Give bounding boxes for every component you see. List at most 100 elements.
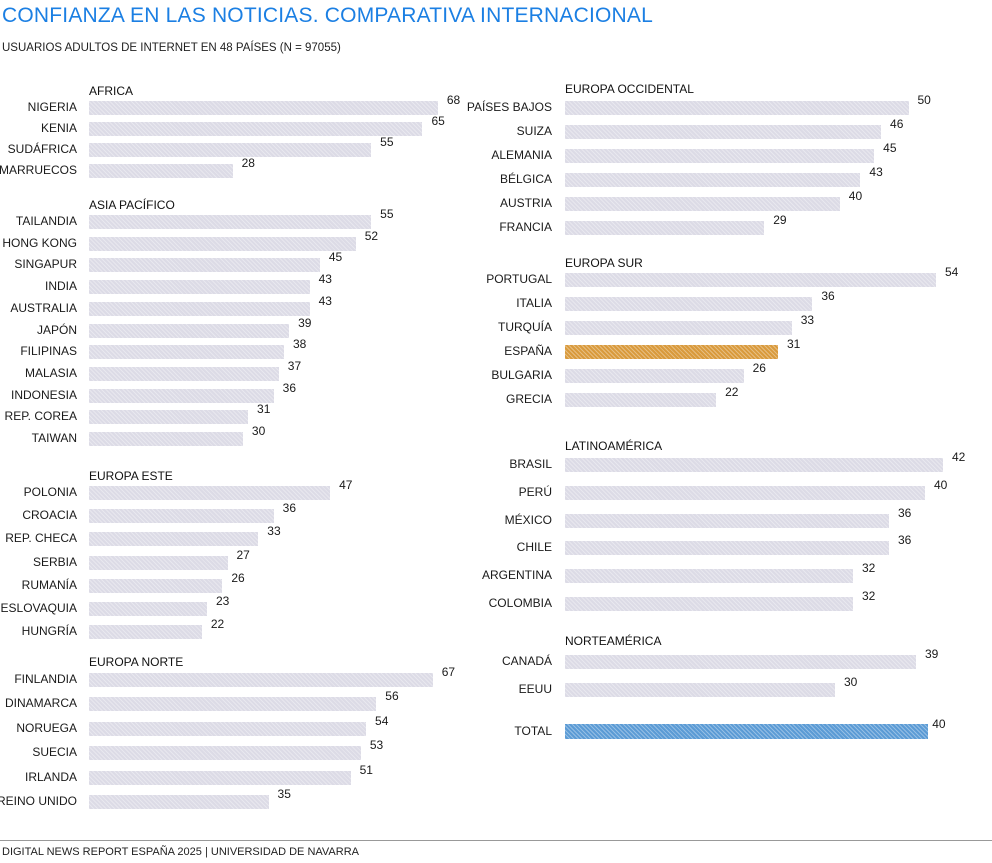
category-label: COLOMBIA (488, 596, 552, 610)
bar (565, 597, 853, 611)
category-label: KENIA (40, 121, 77, 135)
bar (565, 724, 929, 739)
group-header: EUROPA OCCIDENTAL (565, 82, 694, 96)
bar (89, 432, 243, 446)
bar (89, 215, 372, 229)
value-label: 35 (277, 787, 291, 801)
value-label: 26 (752, 361, 766, 375)
bar (89, 366, 279, 381)
chart-title: CONFIANZA EN LAS NOTICIAS. COMPARATIVA I… (2, 4, 654, 27)
bar (89, 388, 274, 403)
value-label: 40 (934, 477, 948, 492)
bar (565, 101, 909, 115)
category-label: FINLANDIA (14, 672, 77, 686)
bar (89, 101, 438, 115)
value-label: 37 (287, 358, 302, 373)
value-label: 22 (210, 617, 225, 632)
value-label: 65 (431, 114, 445, 128)
value-label: 45 (883, 141, 897, 155)
category-label: AUSTRALIA (10, 300, 77, 315)
bar (89, 280, 310, 295)
value-label: 30 (844, 675, 858, 689)
category-label: TAILANDIA (15, 214, 77, 228)
footer-divider (0, 840, 992, 841)
group-header: NORTEAMÉRICA (565, 634, 662, 648)
value-label: 43 (869, 165, 883, 179)
value-label: 55 (380, 207, 394, 221)
bar (565, 369, 744, 383)
group-header: EUROPA SUR (565, 256, 643, 270)
value-label: 29 (773, 213, 787, 227)
bar (565, 541, 889, 556)
category-label: PORTUGAL (486, 272, 552, 286)
category-label: CHILE (516, 540, 552, 555)
bar (89, 602, 207, 616)
category-label: PERÚ (518, 484, 552, 499)
value-label: 55 (380, 135, 394, 149)
category-label: FRANCIA (499, 220, 552, 234)
value-label: 43 (318, 293, 332, 308)
category-label: ESLOVAQUIA (0, 601, 77, 615)
bar (565, 683, 835, 697)
category-label: BÉLGICA (499, 172, 552, 186)
bar (89, 770, 351, 785)
value-label: 23 (215, 594, 230, 608)
category-label: TURQUÍA (498, 320, 552, 334)
bar (565, 485, 925, 500)
category-label: ARGENTINA (481, 568, 552, 583)
category-label: SINGAPUR (14, 257, 77, 272)
category-label: SUIZA (516, 124, 552, 138)
value-label: 36 (898, 505, 912, 520)
value-label: 31 (786, 337, 801, 351)
value-label: 31 (257, 402, 271, 417)
value-label: 33 (267, 524, 281, 539)
category-label: REINO UNIDO (0, 794, 77, 808)
value-label: 36 (282, 501, 297, 516)
bar (89, 143, 372, 157)
value-label: 40 (932, 717, 946, 731)
category-label: TAIWAN (31, 431, 77, 445)
bar (565, 297, 813, 311)
category-label: NORUEGA (16, 720, 77, 735)
bar (565, 273, 936, 287)
category-label: CANADÁ (501, 654, 552, 668)
bar (565, 197, 840, 211)
category-label: MALASIA (24, 365, 77, 380)
value-label: 33 (800, 313, 815, 327)
value-label: 36 (898, 533, 912, 548)
value-label: 22 (725, 385, 739, 399)
value-label: 27 (236, 547, 250, 562)
bar (565, 149, 875, 163)
value-label: 45 (328, 250, 343, 265)
category-label: INDIA (44, 279, 77, 294)
category-label: GRECIA (505, 392, 552, 406)
bar (565, 221, 765, 235)
group-header: AFRICA (89, 84, 134, 98)
value-label: 39 (298, 315, 312, 330)
value-label: 36 (282, 380, 297, 395)
footer-source: DIGITAL NEWS REPORT ESPAÑA 2025 | UNIVER… (2, 846, 359, 858)
bar (89, 122, 423, 136)
category-label: RUMANÍA (21, 577, 77, 592)
value-label: 39 (925, 647, 939, 661)
value-label: 28 (241, 156, 255, 170)
bar (89, 236, 356, 251)
category-label: JAPÓN (36, 322, 77, 337)
category-label: SERBIA (32, 554, 77, 569)
bar (89, 164, 233, 178)
category-label: REP. COREA (4, 409, 77, 424)
category-label: POLONIA (23, 485, 77, 499)
bar (565, 125, 882, 139)
category-label: CROACIA (22, 508, 77, 523)
value-label: 51 (359, 762, 373, 777)
bar (89, 486, 331, 500)
value-label: 30 (251, 424, 266, 438)
bar (89, 345, 284, 360)
category-label: SUECIA (32, 745, 77, 760)
bar (565, 458, 943, 472)
group-header: EUROPA ESTE (89, 469, 173, 483)
value-label: 38 (292, 337, 307, 352)
value-label: 52 (364, 228, 379, 243)
bar (89, 795, 269, 809)
